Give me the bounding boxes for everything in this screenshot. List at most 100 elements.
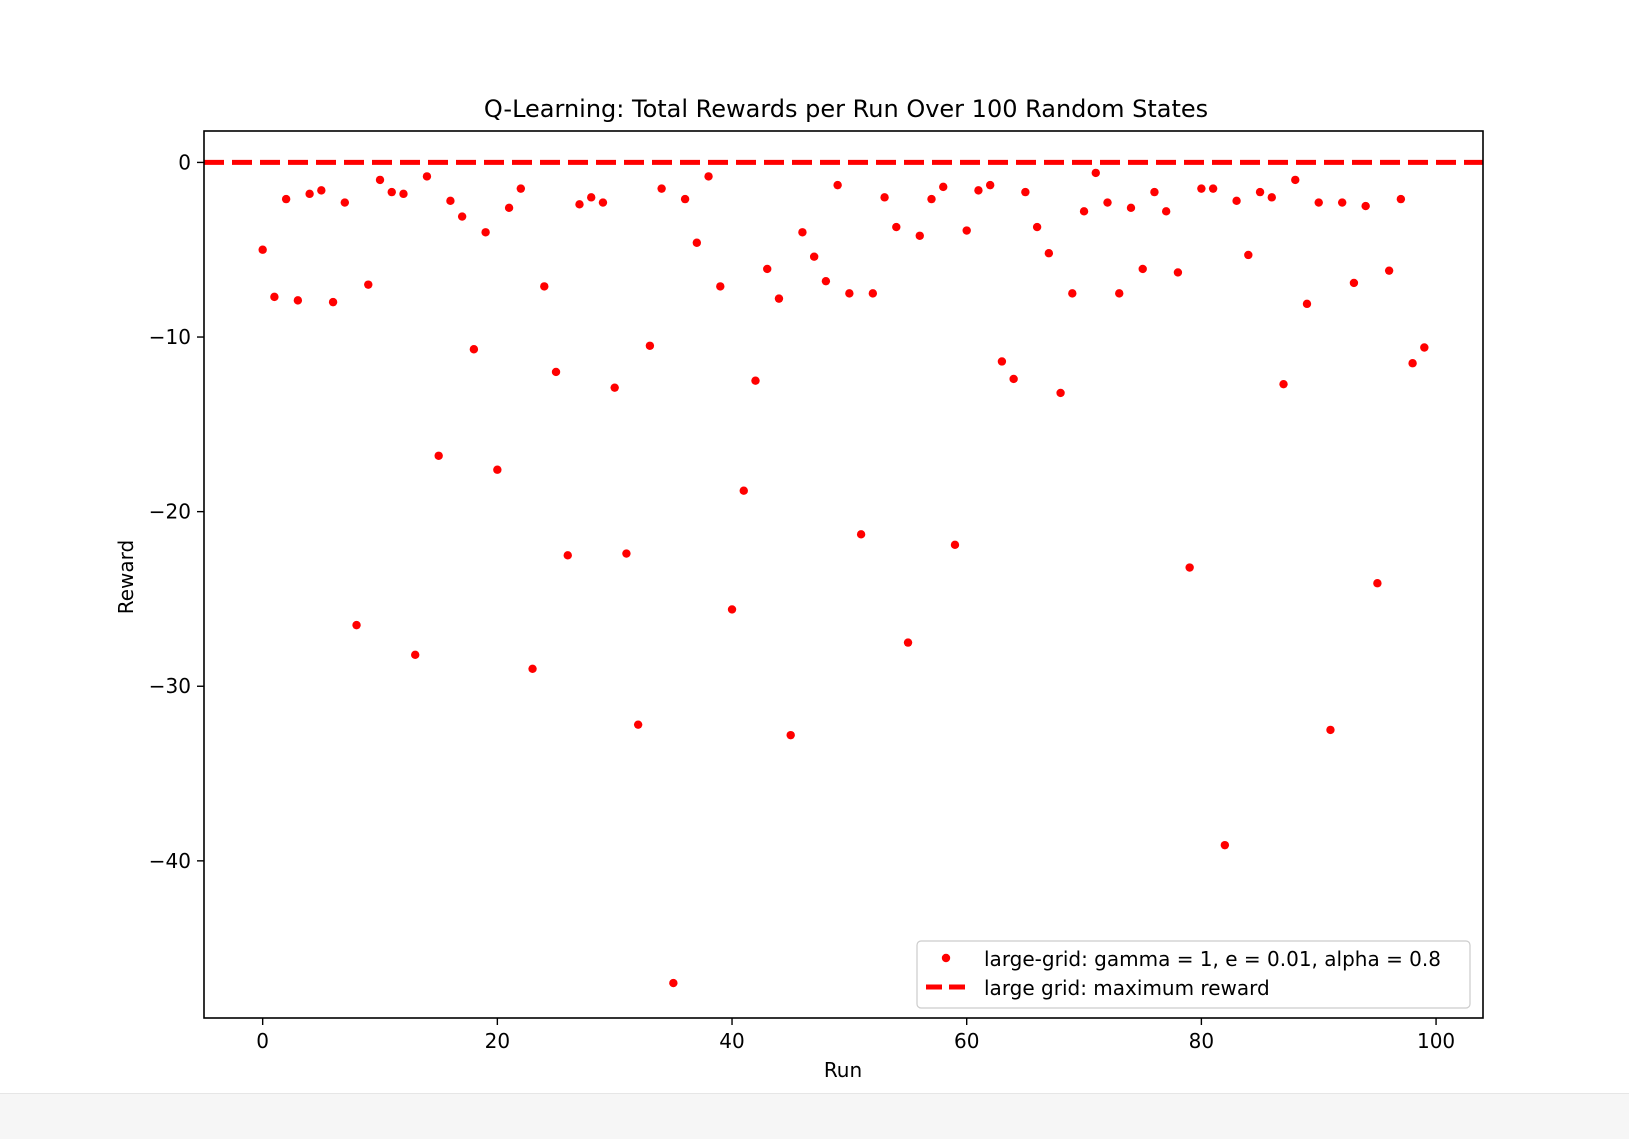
data-point [692, 238, 702, 247]
data-point [985, 180, 995, 190]
data-point [880, 193, 889, 202]
data-point [399, 189, 408, 199]
data-point [1408, 359, 1417, 368]
data-point [481, 228, 490, 237]
data-point [915, 231, 924, 240]
data-point [1291, 175, 1300, 185]
y-tick-label: −30 [149, 674, 191, 698]
data-point [610, 383, 619, 392]
y-axis-ticks: 0 −10 −20 −30 −40 [149, 150, 204, 873]
data-point [1138, 264, 1147, 274]
data-point [1220, 840, 1230, 850]
data-point [1349, 278, 1359, 288]
data-point [657, 184, 666, 193]
x-axis-ticks: 0 20 40 60 80 100 [256, 1018, 1455, 1053]
data-point [551, 367, 561, 377]
data-point [669, 978, 678, 988]
data-point [1044, 249, 1054, 258]
data-point [493, 465, 502, 474]
data-point [1384, 266, 1394, 275]
data-point [1267, 193, 1276, 202]
data-point [856, 530, 866, 539]
legend-label-line: large grid: maximum reward [984, 976, 1270, 1000]
data-point [387, 187, 396, 197]
data-point [939, 182, 948, 192]
data-point [352, 620, 361, 630]
data-point [587, 193, 596, 202]
data-point [504, 203, 514, 213]
data-point [1232, 196, 1241, 206]
data-point [633, 720, 643, 729]
data-point [1314, 198, 1323, 207]
data-point [270, 292, 279, 302]
data-point [1103, 198, 1112, 207]
data-point [809, 252, 819, 261]
data-point [1420, 343, 1429, 352]
data-point [528, 664, 537, 673]
data-point [680, 194, 690, 204]
data-point [1185, 563, 1194, 572]
data-point [774, 294, 784, 303]
data-point [375, 175, 385, 185]
data-point [516, 184, 526, 193]
data-point [786, 730, 795, 740]
data-point [1021, 187, 1030, 197]
data-point [317, 186, 326, 195]
x-tick-label: 20 [485, 1029, 510, 1053]
data-point [903, 638, 913, 647]
data-point [622, 549, 631, 558]
data-point [340, 198, 350, 207]
data-point [1173, 268, 1183, 277]
data-point [446, 196, 455, 206]
data-point [422, 172, 432, 181]
data-point [1279, 379, 1288, 389]
data-point [1373, 579, 1382, 588]
data-point [469, 345, 479, 354]
data-point [974, 186, 983, 195]
data-point [540, 282, 549, 291]
data-point [763, 264, 772, 274]
x-axis-label: Run [824, 1058, 862, 1082]
data-point [598, 198, 608, 207]
y-tick-label: −40 [149, 849, 191, 873]
data-point [1197, 184, 1206, 193]
data-point [1337, 198, 1347, 207]
data-point [1255, 187, 1265, 197]
data-point [716, 282, 725, 291]
data-point [1079, 207, 1089, 216]
data-point [1068, 289, 1077, 298]
x-tick-label: 0 [256, 1029, 269, 1053]
bottom-strip [0, 1093, 1629, 1139]
data-point [645, 341, 655, 350]
y-axis-label: Reward [114, 540, 138, 614]
y-tick-label: −10 [149, 325, 191, 349]
data-point [328, 297, 338, 307]
data-point [798, 228, 807, 237]
data-point [727, 605, 737, 614]
data-point [1161, 207, 1171, 216]
data-point [1208, 184, 1218, 193]
data-point [704, 172, 713, 181]
data-point [927, 194, 936, 204]
legend: large-grid: gamma = 1, e = 0.01, alpha =… [916, 940, 1471, 1009]
data-layer [204, 159, 1483, 988]
data-point [833, 180, 842, 190]
data-point [1361, 201, 1370, 211]
x-tick-label: 60 [954, 1029, 979, 1053]
data-point [364, 280, 373, 289]
data-point [739, 486, 748, 495]
data-point [892, 222, 901, 232]
x-tick-label: 80 [1189, 1029, 1214, 1053]
data-point [1244, 250, 1253, 260]
data-point [1056, 388, 1065, 398]
data-point [411, 650, 420, 660]
data-point [868, 289, 878, 298]
data-point [575, 200, 584, 209]
data-point [1126, 203, 1136, 213]
data-point [821, 276, 831, 286]
x-tick-label: 40 [719, 1029, 744, 1053]
y-tick-label: 0 [178, 150, 191, 174]
data-point [1302, 299, 1312, 309]
